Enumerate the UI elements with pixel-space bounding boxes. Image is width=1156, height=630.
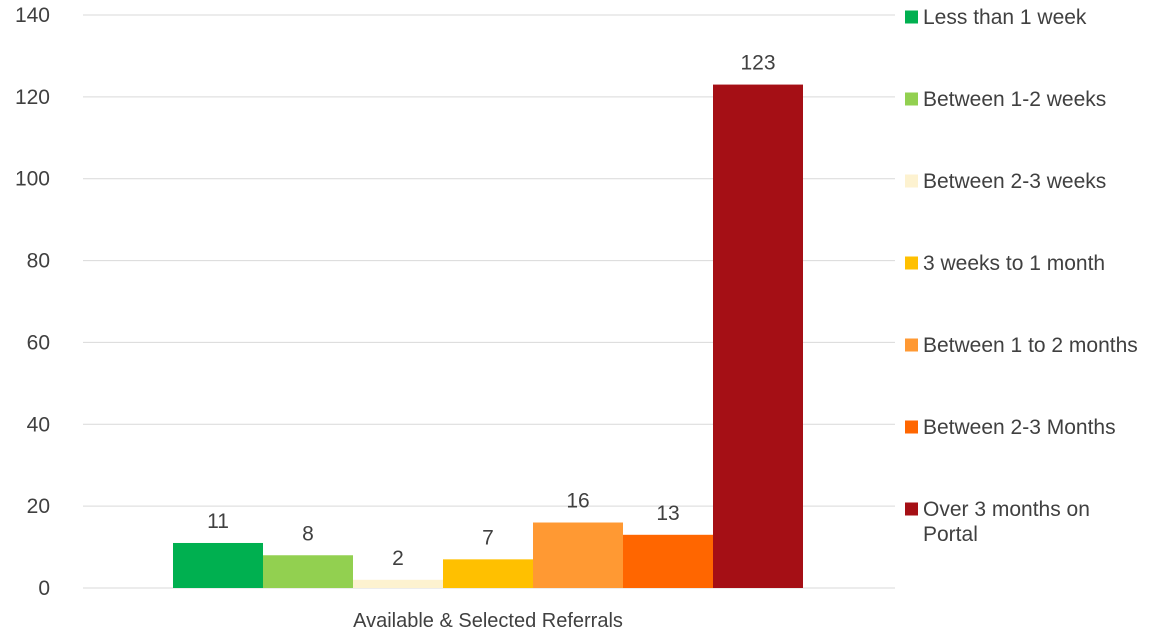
legend-label-7: Over 3 months on Portal [923, 498, 1090, 546]
legend-item-2[interactable]: Between 1-2 weeks [905, 88, 1106, 111]
legend-item-7[interactable]: Over 3 months on Portal [905, 498, 1090, 546]
legend-item-4[interactable]: 3 weeks to 1 month [905, 252, 1105, 275]
y-tick-label: 40 [27, 413, 50, 436]
y-tick-label: 0 [38, 577, 50, 600]
bar-4[interactable] [443, 559, 533, 588]
y-tick-label: 80 [27, 250, 50, 273]
legend-swatch-2 [905, 92, 918, 106]
legend-item-1[interactable]: Less than 1 week [905, 6, 1087, 29]
bar-1[interactable] [173, 542, 263, 588]
bar-6[interactable] [623, 534, 713, 588]
y-tick-label: 20 [27, 495, 50, 518]
data-label-4: 7 [482, 526, 494, 549]
legend-label-5: Between 1 to 2 months [923, 334, 1138, 357]
legend-swatch-3 [905, 174, 918, 188]
bars [173, 84, 803, 588]
bar-5[interactable] [533, 522, 623, 588]
y-tick-label: 140 [15, 4, 50, 27]
legend-item-3[interactable]: Between 2-3 weeks [905, 170, 1106, 193]
legend-label-3: Between 2-3 weeks [923, 170, 1106, 193]
legend-swatch-5 [905, 338, 918, 352]
y-axis-tick-labels: 0 20 40 60 80 100 120 140 [15, 4, 50, 600]
gridlines [83, 14, 895, 589]
data-label-6: 13 [656, 502, 679, 525]
data-label-1: 11 [207, 510, 229, 533]
data-label-7: 123 [740, 52, 775, 75]
x-category-label: Available & Selected Referrals [353, 610, 623, 630]
data-label-3: 2 [392, 547, 404, 570]
legend-item-6[interactable]: Between 2-3 Months [905, 416, 1116, 439]
legend-label-2: Between 1-2 weeks [923, 88, 1106, 111]
legend-swatch-6 [905, 420, 918, 434]
bar-3[interactable] [353, 579, 443, 588]
legend-swatch-1 [905, 10, 918, 24]
legend-label-4: 3 weeks to 1 month [923, 252, 1105, 275]
legend-swatch-4 [905, 256, 918, 270]
y-tick-label: 100 [15, 168, 50, 191]
y-tick-label: 60 [27, 331, 50, 354]
legend-label-1: Less than 1 week [923, 6, 1087, 29]
x-axis-category-labels: Available & Selected Referrals [353, 610, 623, 630]
legend[interactable]: Less than 1 week Between 1-2 weeks Between… [905, 6, 1138, 546]
legend-swatch-7 [905, 502, 918, 516]
legend-item-5[interactable]: Between 1 to 2 months [905, 334, 1138, 357]
bar-2[interactable] [263, 555, 353, 588]
data-labels: 11 8 2 7 16 13 123 [207, 52, 775, 570]
legend-label-6: Between 2-3 Months [923, 416, 1116, 439]
bar-7[interactable] [713, 84, 803, 588]
data-label-2: 8 [302, 522, 314, 545]
y-tick-label: 120 [15, 86, 50, 109]
data-label-5: 16 [566, 490, 589, 513]
